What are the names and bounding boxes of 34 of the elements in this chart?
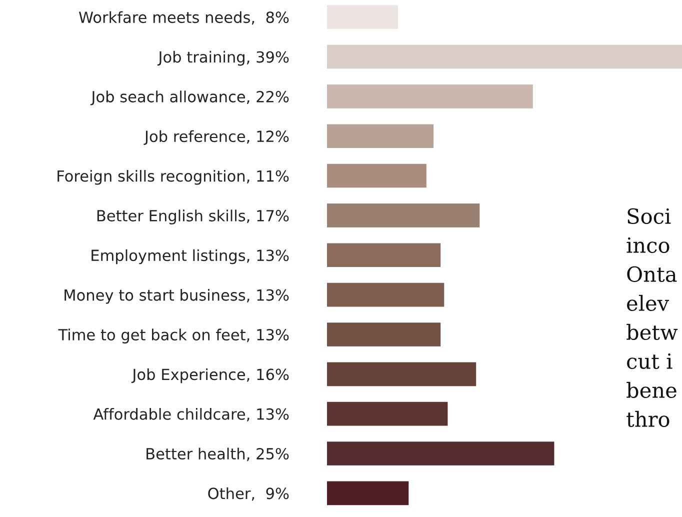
y-tick-label: Employment listings, 13% xyxy=(92,249,289,264)
y-tick-label: Job training, 39% xyxy=(157,50,289,66)
bar xyxy=(327,5,398,29)
bar xyxy=(327,84,533,108)
y-tick-label: Job seach allowance, 22% xyxy=(90,90,289,106)
y-tick-label: Other, 9% xyxy=(208,487,289,501)
y-tick-label: Better health, 25% xyxy=(146,448,289,462)
annotation: elev xyxy=(627,294,670,312)
y-tick-label: Time to get back on feet, 13% xyxy=(58,328,289,344)
y-tick-label: Affordable childcare, 13% xyxy=(93,408,289,422)
bar xyxy=(327,204,480,228)
bar xyxy=(327,282,444,307)
bar xyxy=(327,164,426,188)
bar xyxy=(327,362,476,386)
bar xyxy=(327,243,441,268)
bar xyxy=(327,124,434,148)
y-tick-label: Job reference, 12% xyxy=(144,130,289,145)
annotation: inco xyxy=(626,237,670,254)
bar xyxy=(327,402,448,426)
bar xyxy=(327,481,409,506)
y-tick-label: Job Experience, 16% xyxy=(131,368,289,384)
annotation: thro xyxy=(626,410,670,428)
y-tick-label: Workfare meets needs, 8% xyxy=(78,11,289,25)
annotation: bene xyxy=(626,382,676,398)
bar xyxy=(327,44,682,69)
y-tick-label: Better English skills, 17% xyxy=(97,210,289,224)
annotation: Soci xyxy=(628,208,671,224)
bar xyxy=(327,442,554,466)
y-tick-label: Foreign skills recognition, 11% xyxy=(58,170,289,185)
y-tick-label: Money to start business, 13% xyxy=(64,289,289,304)
annotation: betw xyxy=(626,324,678,340)
bar xyxy=(327,322,441,346)
annotation: Onta xyxy=(627,266,677,282)
annotation: cut i xyxy=(627,353,672,370)
